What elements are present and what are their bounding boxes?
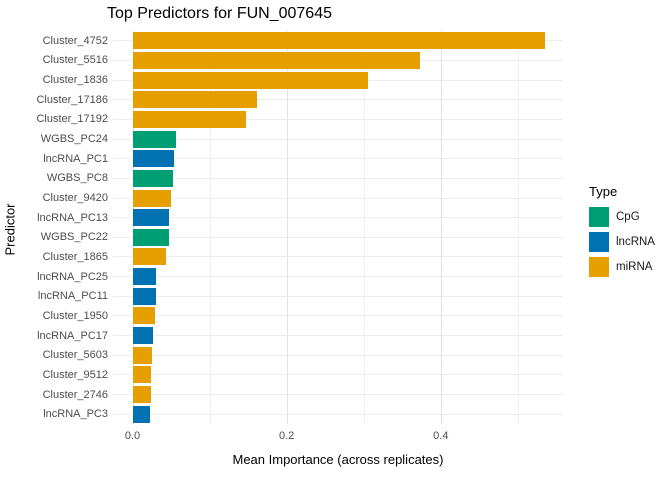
y-tick-label: lncRNA_PC13: [37, 211, 108, 224]
legend-label: CpG: [616, 211, 640, 223]
bar: [132, 287, 157, 305]
y-tick-label: lncRNA_PC11: [37, 290, 108, 303]
category-gridline: [113, 236, 563, 238]
legend-entry: lncRNA: [589, 232, 655, 252]
y-tick-label: lncRNA_PC1: [43, 152, 108, 165]
y-tick-label: Cluster_2746: [42, 388, 108, 401]
y-tick-label: lncRNA_PC25: [37, 270, 108, 283]
bar: [132, 150, 175, 168]
x-tick-label: 0.2: [279, 430, 295, 442]
lncrna-swatch: [589, 232, 609, 252]
y-tick-label: Cluster_1865: [42, 251, 108, 264]
bar: [132, 169, 173, 187]
category-gridline: [113, 217, 563, 219]
bar: [132, 189, 172, 207]
category-gridline: [113, 394, 563, 396]
y-tick-label: Cluster_4752: [42, 34, 108, 47]
bar: [132, 268, 157, 286]
category-gridline: [113, 335, 563, 337]
x-axis-title: Mean Importance (across replicates): [232, 452, 444, 467]
minor-gridline: [517, 31, 519, 424]
bar: [132, 110, 246, 128]
legend-label: miRNA: [616, 261, 653, 273]
y-tick-label: Cluster_5516: [42, 54, 108, 67]
mirna-swatch: [589, 257, 609, 277]
category-gridline: [113, 118, 563, 120]
bar: [132, 248, 166, 266]
category-gridline: [113, 295, 563, 297]
y-tick-label: Cluster_9512: [42, 368, 108, 381]
minor-gridline: [209, 31, 211, 424]
y-tick-label: WGBS_PC24: [40, 133, 108, 146]
legend: Type CpG lncRNA miRNA: [589, 184, 655, 282]
bar: [132, 71, 369, 89]
bar: [132, 346, 152, 364]
bar: [132, 327, 154, 345]
category-gridline: [113, 413, 563, 415]
category-gridline: [113, 374, 563, 376]
y-tick-label: WGBS_PC22: [40, 231, 108, 244]
y-tick-label: lncRNA_PC17: [37, 329, 108, 342]
bar: [132, 366, 151, 384]
category-gridline: [113, 158, 563, 160]
y-tick-label: lncRNA_PC3: [43, 408, 108, 421]
bar: [132, 307, 155, 325]
y-tick-label: Cluster_17192: [36, 113, 108, 126]
bar: [132, 91, 257, 109]
bar: [132, 209, 170, 227]
legend-entries: CpG lncRNA miRNA: [589, 207, 655, 277]
x-axis-ticks: 0.0 0.2 0.4: [113, 430, 563, 444]
category-gridline: [113, 99, 563, 101]
bar: [132, 130, 176, 148]
bar: [132, 51, 420, 69]
x-tick-label: 0.0: [124, 430, 141, 442]
bar: [132, 228, 169, 246]
category-gridline: [113, 256, 563, 258]
y-tick-label: Cluster_1836: [42, 74, 108, 87]
legend-label: lncRNA: [616, 236, 655, 248]
legend-title: Type: [589, 184, 618, 199]
x-tick-label: 0.4: [433, 430, 449, 442]
major-gridline: [286, 31, 288, 424]
plot-panel: [113, 31, 563, 424]
y-tick-label: Cluster_17186: [36, 93, 108, 106]
y-axis-labels: Cluster_4752 Cluster_5516 Cluster_1836 Clus…: [0, 31, 108, 424]
y-tick-label: Cluster_9420: [42, 192, 108, 205]
legend-entry: miRNA: [589, 257, 655, 277]
bar: [132, 32, 545, 50]
legend-entry: CpG: [589, 207, 655, 227]
bar: [132, 405, 151, 423]
category-gridline: [113, 138, 563, 140]
y-tick-label: Cluster_5603: [42, 349, 108, 362]
category-gridline: [113, 276, 563, 278]
chart-title: Top Predictors for FUN_007645: [107, 5, 332, 22]
y-tick-label: Cluster_1950: [42, 310, 108, 323]
bar: [132, 386, 151, 404]
major-gridline: [132, 31, 134, 424]
minor-gridline: [363, 31, 365, 424]
category-gridline: [113, 177, 563, 179]
major-gridline: [440, 31, 442, 424]
category-gridline: [113, 315, 563, 317]
category-gridline: [113, 197, 563, 199]
cpg-swatch: [589, 207, 609, 227]
category-gridline: [113, 354, 563, 356]
y-tick-label: WGBS_PC8: [46, 172, 108, 185]
